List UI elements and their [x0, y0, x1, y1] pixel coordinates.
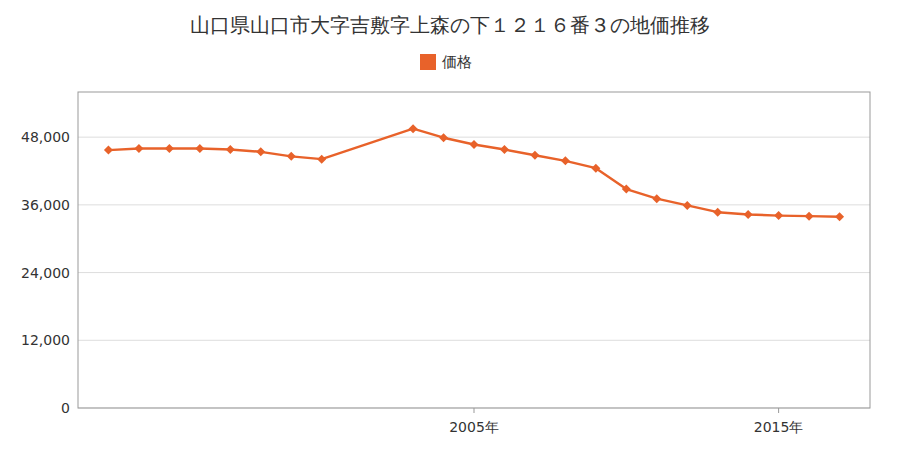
data-point	[226, 145, 235, 154]
data-point	[561, 156, 570, 165]
data-point	[774, 211, 783, 220]
y-axis: 0 12,000 24,000 36,000 48,000	[21, 129, 870, 416]
data-point	[622, 185, 631, 194]
plot-frame	[78, 92, 870, 408]
legend-swatch	[420, 54, 436, 70]
data-point	[530, 151, 539, 160]
data-point	[256, 147, 265, 156]
data-point	[683, 201, 692, 210]
data-point	[287, 152, 296, 161]
x-tick	[778, 408, 779, 413]
series-line	[108, 129, 839, 217]
legend-label: 価格	[442, 53, 472, 71]
y-tick-label: 48,000	[21, 129, 70, 145]
y-tick-label: 0	[61, 400, 70, 416]
y-tick-label: 24,000	[21, 265, 70, 281]
data-point	[409, 124, 418, 133]
grid-line	[78, 272, 870, 273]
data-point	[591, 164, 600, 173]
data-point	[805, 212, 814, 221]
x-axis: 2005年 2015年	[449, 408, 803, 435]
chart-title: 山口県山口市大字吉敷字上森の下１２１６番３の地価推移	[190, 13, 710, 37]
data-point	[439, 133, 448, 142]
data-point	[652, 194, 661, 203]
grid-line	[78, 340, 870, 341]
x-tick-label: 2005年	[449, 419, 499, 435]
data-point	[835, 212, 844, 221]
marks	[104, 124, 844, 221]
x-tick	[474, 408, 475, 413]
data-point	[104, 146, 113, 155]
y-tick-label: 12,000	[21, 332, 70, 348]
data-point	[165, 144, 174, 153]
data-point	[195, 144, 204, 153]
legend: 価格	[420, 53, 472, 71]
y-tick-label: 36,000	[21, 197, 70, 213]
data-point	[134, 144, 143, 153]
x-tick-label: 2015年	[754, 419, 804, 435]
data-point	[713, 208, 722, 217]
grid-line	[78, 204, 870, 205]
data-point	[470, 140, 479, 149]
data-point	[317, 155, 326, 164]
grid-line	[78, 137, 870, 138]
chart-svg: 山口県山口市大字吉敷字上森の下１２１６番３の地価推移価格 0 12,000 24,00…	[0, 0, 900, 450]
chart-container: 山口県山口市大字吉敷字上森の下１２１６番３の地価推移価格 0 12,000 24,00…	[0, 0, 900, 450]
data-point	[500, 145, 509, 154]
data-point	[744, 210, 753, 219]
